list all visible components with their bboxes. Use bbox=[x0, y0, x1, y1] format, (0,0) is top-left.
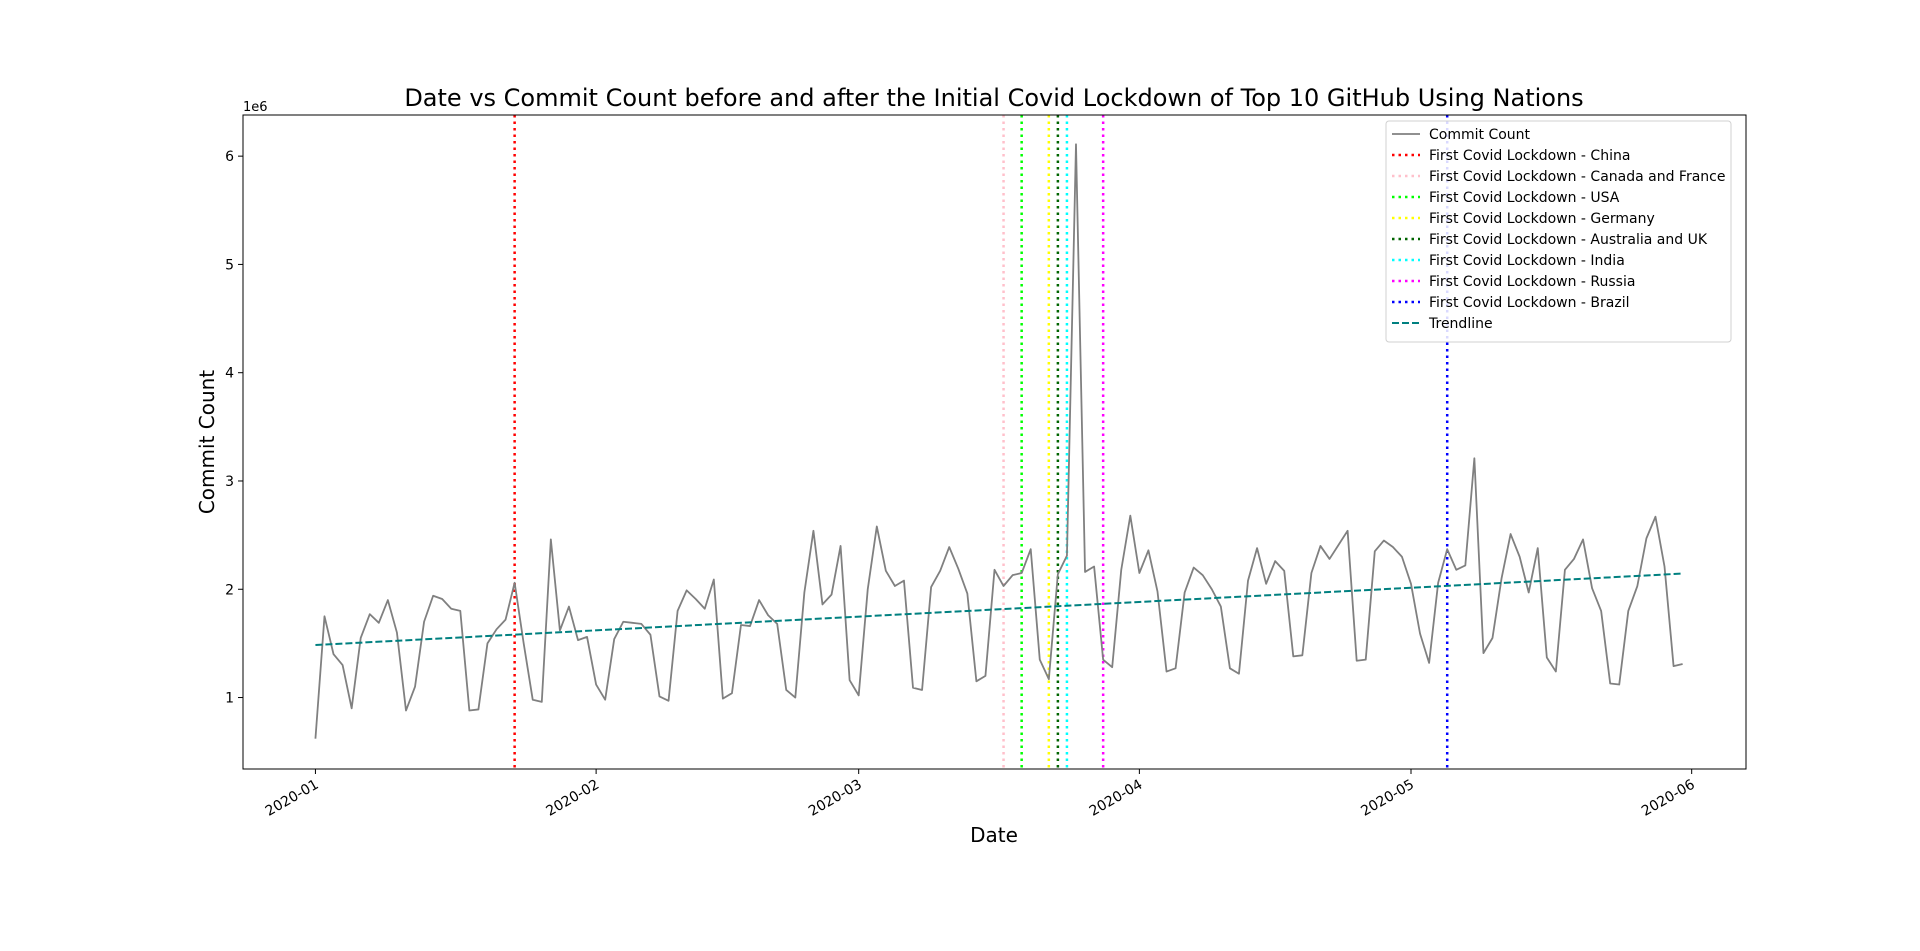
series-commit-count-line bbox=[314, 143, 1683, 739]
x-axis-label: Date bbox=[970, 823, 1018, 847]
legend-label: Trendline bbox=[1428, 316, 1493, 332]
y-tick-label: 2 bbox=[225, 582, 234, 598]
x-tick-label: 2020-02 bbox=[543, 777, 602, 820]
y-scale-label: 1e6 bbox=[243, 100, 268, 115]
x-tick-label: 2020-01 bbox=[263, 777, 322, 820]
legend: Commit Count First Covid Lockdown - China… bbox=[1385, 120, 1732, 343]
x-tick-label: 2020-06 bbox=[1639, 777, 1698, 820]
y-axis: 1 2 3 4 5 6 bbox=[225, 149, 243, 707]
y-tick-label: 5 bbox=[225, 257, 234, 273]
x-tick-label: 2020-04 bbox=[1087, 777, 1146, 820]
chart-title: Date vs Commit Count before and after th… bbox=[404, 84, 1583, 112]
legend-label: First Covid Lockdown - USA bbox=[1429, 190, 1620, 206]
y-tick-label: 6 bbox=[225, 149, 234, 165]
legend-label: First Covid Lockdown - Australia and UK bbox=[1429, 232, 1708, 248]
x-tick-label: 2020-05 bbox=[1358, 777, 1417, 820]
legend-label: First Covid Lockdown - Germany bbox=[1429, 211, 1655, 227]
lockdown-lines bbox=[513, 115, 1449, 769]
legend-label: First Covid Lockdown - Canada and France bbox=[1429, 169, 1725, 185]
legend-label: First Covid Lockdown - Brazil bbox=[1429, 295, 1629, 311]
x-tick-label: 2020-03 bbox=[806, 777, 865, 820]
x-axis: 2020-01 2020-02 2020-03 2020-04 2020-05 2020-… bbox=[263, 769, 1698, 820]
legend-label: First Covid Lockdown - India bbox=[1429, 253, 1625, 269]
legend-label: First Covid Lockdown - China bbox=[1429, 148, 1630, 164]
series-trendline bbox=[315, 572, 1683, 647]
y-tick-label: 3 bbox=[225, 474, 234, 490]
legend-label: First Covid Lockdown - Russia bbox=[1429, 274, 1635, 290]
y-tick-label: 1 bbox=[225, 691, 234, 707]
legend-box bbox=[1385, 120, 1732, 343]
series-layer bbox=[314, 143, 1683, 739]
y-axis-label: Commit Count bbox=[195, 370, 219, 514]
y-tick-label: 4 bbox=[225, 366, 234, 382]
legend-label: Commit Count bbox=[1429, 127, 1531, 143]
plot-frame bbox=[242, 114, 1747, 770]
